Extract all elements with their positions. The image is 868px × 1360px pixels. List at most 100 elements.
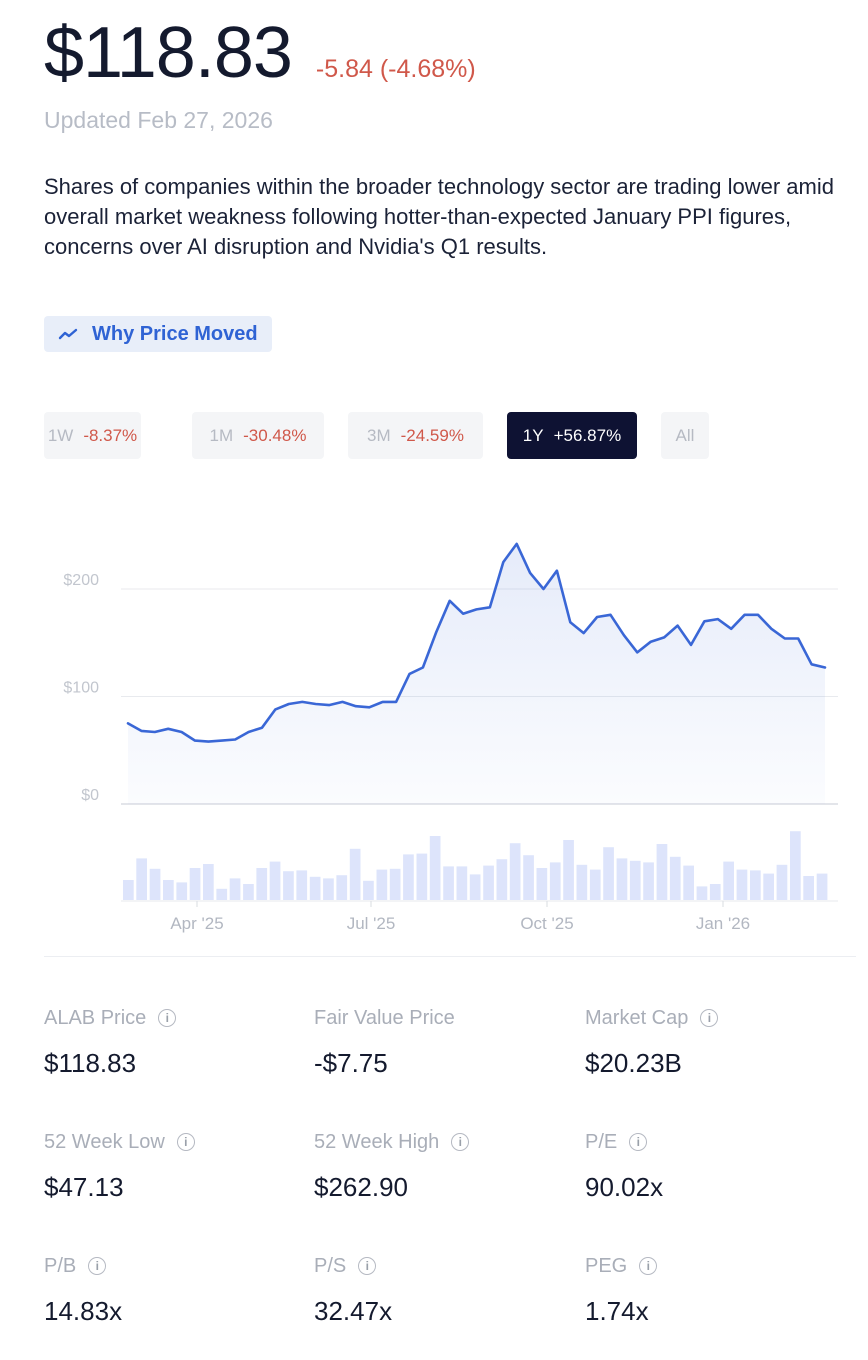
stat-label: Market Cap i (585, 1000, 845, 1036)
section-divider (44, 956, 856, 957)
info-icon[interactable]: i (358, 1257, 377, 1275)
x-tick-label: Jul '25 (347, 914, 396, 933)
volume-bar (669, 856, 681, 900)
volume-bar (696, 886, 708, 900)
stat-value: 90.02x (585, 1172, 664, 1202)
info-icon[interactable]: i (451, 1133, 470, 1151)
stat-value: 1.74x (585, 1296, 649, 1326)
volume-bar (603, 847, 614, 900)
stat-label-text: P/E (585, 1130, 618, 1153)
volume-bar (243, 884, 254, 900)
volume-bar (803, 876, 814, 900)
volume-bar (790, 831, 801, 900)
volume-bar (229, 878, 241, 900)
volume-bar (483, 865, 494, 900)
stat-label-text: PEG (585, 1254, 628, 1277)
volume-bar (469, 874, 481, 900)
stat-value: 14.83x (44, 1296, 123, 1326)
info-icon[interactable]: i (700, 1009, 719, 1027)
stat-value: $20.23B (585, 1048, 682, 1078)
stat-label-text: 52 Week Low (44, 1130, 165, 1153)
range-label: 3M (367, 425, 391, 445)
volume-bar (203, 864, 214, 900)
volume-bar (816, 873, 828, 900)
stat-value: -$7.75 (314, 1048, 388, 1078)
stat-peg: PEG i 1.74x (585, 1248, 845, 1327)
volume-bar (523, 855, 534, 900)
stat-label: 52 Week Low i (44, 1124, 304, 1160)
volume-bar (309, 876, 321, 900)
stat-label-text: Fair Value Price (314, 1006, 455, 1029)
stat-value: $47.13 (44, 1172, 124, 1202)
stat-label: 52 Week High i (314, 1124, 574, 1160)
range-value: -8.37% (83, 425, 138, 445)
stat-label: P/B i (44, 1248, 304, 1284)
stat-fair-value-price: Fair Value Price -$7.75 (314, 1000, 574, 1079)
why-price-moved-label: Why Price Moved (92, 322, 258, 345)
why-price-moved-button[interactable]: Why Price Moved (44, 316, 272, 352)
stat-alab-price: ALAB Price i $118.83 (44, 1000, 304, 1079)
volume-bar (629, 860, 641, 900)
volume-bar (323, 878, 334, 900)
price-chart: $200 $100 $0 Apr '25 Jul '25 Oct '25 Jan '26 (0, 480, 868, 950)
range-label: All (675, 425, 695, 445)
volume-bar (616, 858, 628, 900)
volume-bar (123, 880, 134, 900)
range-label: 1Y (522, 425, 544, 445)
volume-bar (750, 870, 761, 900)
volume-bar (643, 862, 654, 900)
volume-bar (349, 848, 361, 900)
volume-bar (763, 873, 774, 900)
stat-label: PEG i (585, 1248, 845, 1284)
range-value: +56.87% (553, 425, 622, 445)
volume-bar (389, 868, 401, 900)
stat-p-e: P/E i 90.02x (585, 1124, 845, 1203)
range-label: 1W (47, 425, 74, 445)
volume-bar (776, 864, 788, 900)
info-icon[interactable]: i (639, 1257, 658, 1275)
info-icon[interactable]: i (176, 1133, 195, 1151)
info-icon[interactable]: i (629, 1133, 648, 1151)
range-1y[interactable]: 1Y +56.87% (507, 412, 637, 459)
volume-bar (336, 875, 348, 900)
volume-bar (403, 854, 414, 900)
volume-bar (416, 853, 428, 900)
volume-bar (443, 866, 454, 900)
price-area (128, 543, 825, 804)
stat-market-cap: Market Cap i $20.23B (585, 1000, 845, 1079)
x-tick-label: Oct '25 (520, 914, 573, 933)
volume-bar (656, 844, 668, 900)
info-icon[interactable]: i (158, 1009, 177, 1027)
range-all[interactable]: All (661, 412, 709, 459)
stat-label: P/E i (585, 1124, 845, 1160)
volume-bar (269, 861, 281, 900)
stat-label-text: Market Cap (585, 1006, 689, 1029)
volume-bar (216, 888, 228, 900)
stat-label-text: P/B (44, 1254, 77, 1277)
range-1m[interactable]: 1M -30.48% (192, 412, 324, 459)
price-header: $118.83 -5.84 (-4.68%) (44, 12, 476, 94)
volume-bar (709, 884, 721, 900)
x-tick-label: Apr '25 (170, 914, 223, 933)
stat-52-week-low: 52 Week Low i $47.13 (44, 1124, 304, 1203)
stat-label-text: 52 Week High (314, 1130, 440, 1153)
stat-p-s: P/S i 32.47x (314, 1248, 574, 1327)
stat-label-text: ALAB Price (44, 1006, 147, 1029)
range-1w[interactable]: 1W -8.37% (44, 412, 141, 459)
range-value: -24.59% (400, 425, 464, 445)
stat-p-b: P/B i 14.83x (44, 1248, 304, 1327)
range-label: 1M (209, 425, 234, 445)
volume-bar (683, 865, 694, 900)
price-move-description: Shares of companies within the broader t… (44, 174, 834, 259)
volume-bar (496, 859, 508, 900)
price-line (126, 542, 827, 743)
range-3m[interactable]: 3M -24.59% (348, 412, 483, 459)
info-icon[interactable]: i (88, 1257, 107, 1275)
stat-value: $118.83 (44, 1048, 137, 1078)
volume-bar (176, 882, 188, 900)
stat-value: $262.90 (314, 1172, 408, 1202)
volume-bar (589, 869, 601, 900)
volume-bar (283, 871, 294, 900)
y-tick-label: $100 (63, 680, 99, 697)
stat-52-week-high: 52 Week High i $262.90 (314, 1124, 574, 1203)
